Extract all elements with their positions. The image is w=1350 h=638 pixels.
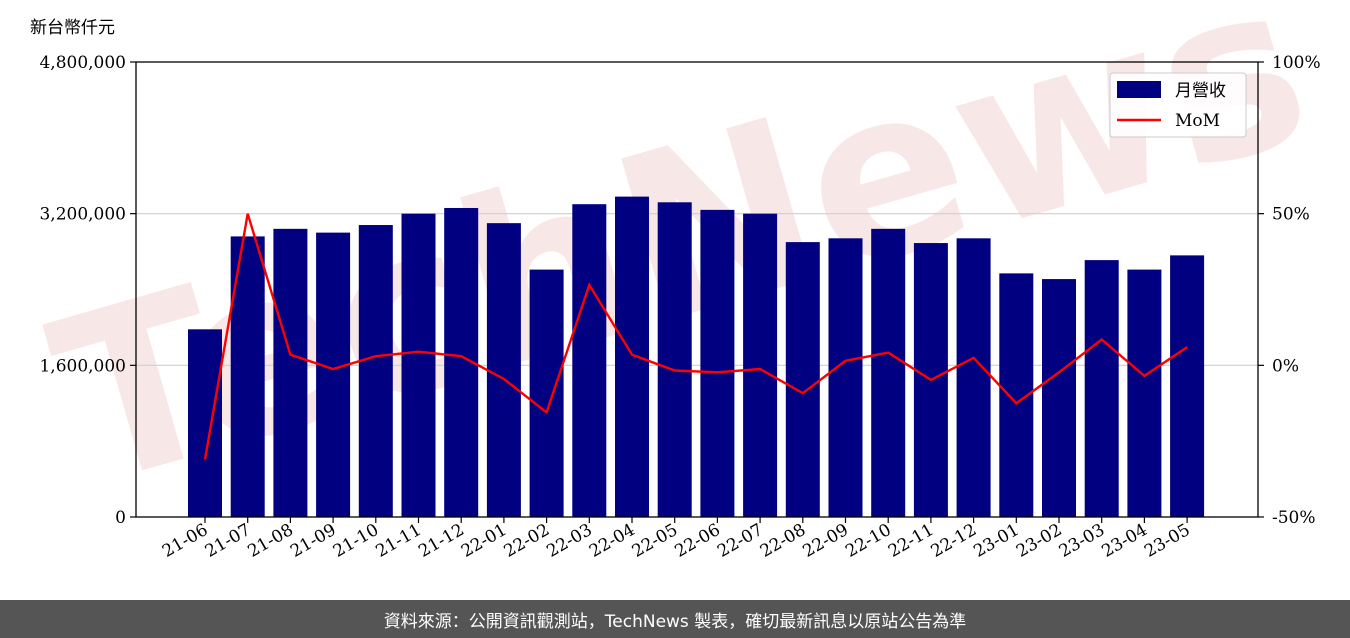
bar-21-11 — [401, 213, 436, 517]
y-left-tick-label: 4,800,000 — [39, 53, 126, 73]
bar-21-09 — [316, 232, 351, 517]
bar-22-10 — [871, 228, 906, 518]
x-tick-label: 21-08 — [244, 520, 296, 562]
bar-21-06 — [188, 329, 222, 517]
chart-svg: TechNews 01,600,0003,200,0004,800,000-50… — [29, 0, 1333, 562]
x-tick-label: 22-06 — [671, 520, 723, 562]
x-tick-label: 23-03 — [1056, 520, 1108, 562]
bar-23-03 — [1084, 260, 1119, 517]
x-tick-label: 21-09 — [287, 520, 339, 562]
bar-22-02 — [529, 269, 564, 517]
legend-swatch-bar — [1117, 81, 1161, 98]
y-right-tick-label: 0% — [1272, 356, 1299, 376]
x-tick-label: 23-05 — [1141, 520, 1193, 562]
bar-22-05 — [657, 202, 692, 517]
bar-21-08 — [273, 228, 308, 518]
x-tick-label: 22-01 — [458, 520, 510, 562]
x-tick-label: 22-11 — [885, 520, 937, 562]
y-left-tick-label: 1,600,000 — [39, 356, 126, 376]
legend-label-mom: MoM — [1175, 111, 1220, 131]
x-tick-label: 22-07 — [714, 520, 766, 562]
y-left-tick-label: 0 — [115, 508, 126, 528]
x-tick-label: 21-12 — [415, 520, 467, 562]
x-tick-label: 22-05 — [629, 520, 681, 562]
bar-layer — [188, 196, 1205, 518]
mom-line — [203, 213, 1188, 460]
source-note: 資料來源：公開資訊觀測站，TechNews 製表，確切最新訊息以原站公告為準 — [383, 611, 967, 632]
x-tick-label: 23-02 — [1013, 520, 1065, 562]
bar-21-10 — [358, 225, 393, 517]
plot-frame — [135, 61, 1259, 518]
x-tick-label: 21-10 — [330, 520, 382, 562]
legend: 月營收 MoM — [1109, 72, 1247, 138]
x-tick-label: 21-06 — [159, 520, 211, 562]
y-right-tick-label: 50% — [1272, 205, 1310, 225]
x-tick-label: 21-07 — [202, 520, 254, 562]
x-tick-label: 23-04 — [1098, 520, 1150, 562]
x-tick-label: 23-01 — [970, 520, 1022, 562]
y-left-tick-label: 3,200,000 — [39, 205, 126, 225]
bar-22-09 — [828, 238, 863, 517]
x-tick-label: 22-03 — [543, 520, 595, 562]
x-tick-label: 22-02 — [501, 520, 553, 562]
line-layer — [203, 213, 1188, 460]
x-tick-label: 22-04 — [586, 520, 638, 562]
revenue-chart: TechNews 01,600,0003,200,0004,800,000-50… — [29, 0, 1333, 562]
bar-22-03 — [572, 204, 607, 517]
y-right-tick-label: -50% — [1272, 508, 1316, 528]
bar-23-05 — [1170, 255, 1205, 517]
x-tick-label: 22-10 — [842, 520, 894, 562]
bar-22-01 — [486, 223, 521, 518]
source-footer: 資料來源：公開資訊觀測站，TechNews 製表，確切最新訊息以原站公告為準 — [0, 600, 1350, 638]
y-unit-label: 新台幣仟元 — [30, 18, 115, 38]
x-tick-label: 22-12 — [928, 520, 980, 562]
x-tick-label: 22-09 — [800, 520, 852, 562]
bar-22-06 — [700, 209, 735, 517]
bar-22-07 — [743, 213, 778, 517]
bar-22-12 — [956, 238, 991, 517]
bar-22-08 — [785, 242, 820, 517]
bar-23-02 — [1042, 279, 1076, 517]
x-tick-label: 22-08 — [757, 520, 809, 562]
x-tick-label: 21-11 — [373, 520, 425, 562]
bar-22-04 — [615, 196, 649, 517]
legend-label-revenue: 月營收 — [1175, 81, 1226, 101]
bar-23-04 — [1127, 269, 1162, 517]
y-right-tick-label: 100% — [1272, 53, 1321, 73]
